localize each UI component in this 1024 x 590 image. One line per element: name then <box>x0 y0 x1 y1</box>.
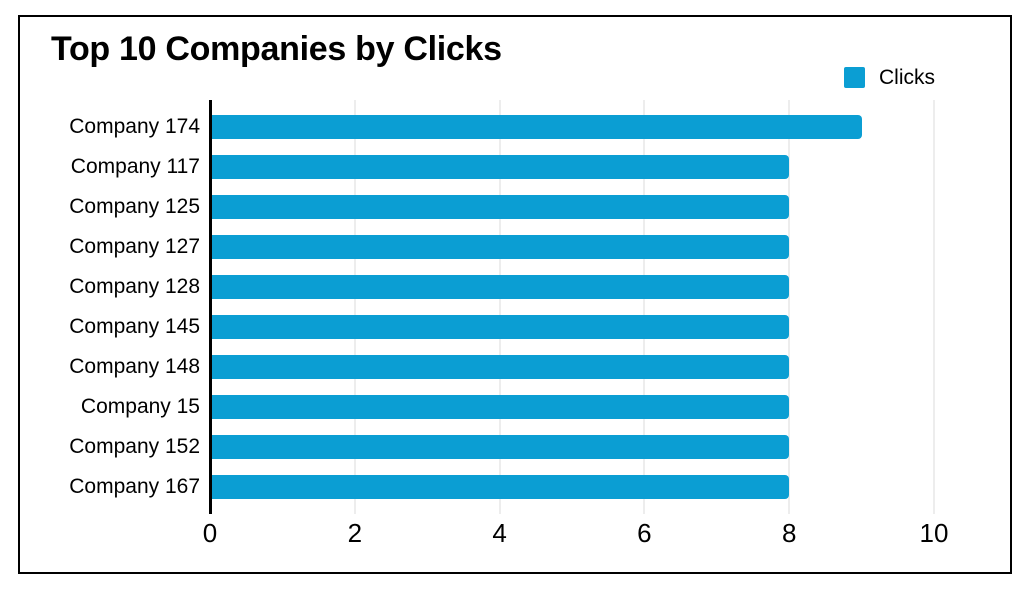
y-axis-labels: Company 174 Company 117 Company 125 Company… <box>20 100 200 514</box>
bar-company-174[interactable] <box>210 115 862 139</box>
chart-title: Top 10 Companies by Clicks <box>51 30 502 68</box>
bar-company-127[interactable] <box>210 235 790 259</box>
x-tick-label: 6 <box>637 518 652 548</box>
x-tick-label: 2 <box>347 518 363 548</box>
bar-company-15[interactable] <box>210 395 790 419</box>
x-tick-label: 4 <box>492 518 507 548</box>
x-tick-label: 10 <box>919 518 949 548</box>
legend-label: Clicks <box>879 66 935 89</box>
gridline <box>353 100 356 514</box>
bar-company-117[interactable] <box>210 155 790 179</box>
bar-company-145[interactable] <box>210 315 790 339</box>
bar-company-128[interactable] <box>210 275 790 299</box>
category-label: Company 125 <box>69 195 200 218</box>
category-label: Company 167 <box>69 475 200 498</box>
legend-item-clicks[interactable]: Clicks <box>844 67 935 88</box>
chart-frame: Top 10 Companies by Clicks Clicks Compan… <box>18 15 1012 574</box>
x-tick-label: 0 <box>202 518 218 548</box>
bar-company-125[interactable] <box>210 195 790 219</box>
bar-company-167[interactable] <box>210 475 790 499</box>
gridline <box>788 100 791 514</box>
x-axis-labels: 0 2 4 6 8 10 <box>203 518 949 549</box>
y-axis-line <box>209 100 212 514</box>
category-label: Company 15 <box>80 395 200 418</box>
category-label: Company 148 <box>69 355 200 378</box>
category-label: Company 127 <box>69 235 200 258</box>
legend: Clicks <box>844 67 935 88</box>
gridline <box>933 100 935 514</box>
category-label: Company 174 <box>69 115 200 138</box>
category-label: Company 145 <box>69 315 200 338</box>
bar-company-152[interactable] <box>210 435 790 459</box>
plot-area <box>209 100 935 514</box>
gridline <box>643 100 646 514</box>
legend-swatch-icon <box>844 67 865 88</box>
x-tick-label: 8 <box>781 518 797 548</box>
category-label: Company 128 <box>69 275 200 298</box>
category-label: Company 152 <box>69 435 200 458</box>
category-label: Company 117 <box>70 155 200 178</box>
bar-company-148[interactable] <box>210 355 790 379</box>
gridline <box>498 100 501 514</box>
